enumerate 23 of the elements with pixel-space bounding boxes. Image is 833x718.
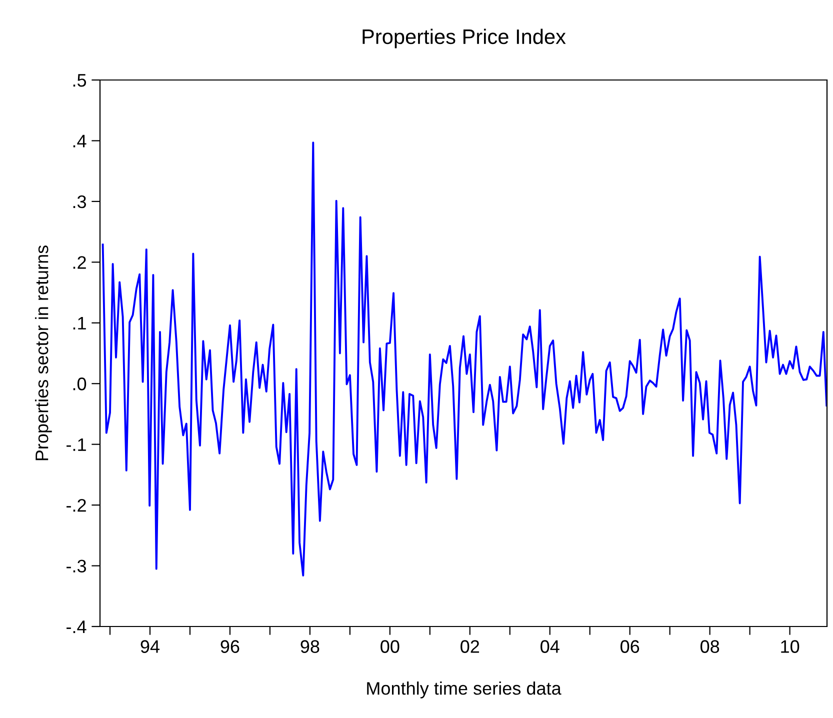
y-axis-title: Properties sector in returns — [35, 246, 52, 460]
y-tick-label: -.1 — [66, 438, 86, 451]
line-series — [102, 142, 827, 576]
y-tick-label: -.3 — [66, 560, 86, 572]
y-tick-label: -.4 — [66, 620, 86, 634]
y-tick-label: .3 — [73, 195, 86, 208]
x-tick-label: 06 — [620, 640, 640, 653]
y-tick-label: .2 — [73, 256, 86, 269]
y-tick-label: .5 — [73, 74, 86, 87]
x-tick-label: 00 — [380, 640, 400, 653]
x-tick-label: 04 — [540, 640, 560, 653]
x-tick-label: 94 — [140, 640, 160, 653]
x-tick-label: 98 — [300, 640, 320, 653]
x-axis-title: Monthly time series data — [367, 682, 562, 698]
x-tick-label: 10 — [781, 640, 800, 653]
y-tick-label: .0 — [73, 378, 86, 390]
y-tick-label: .1 — [73, 317, 86, 330]
x-tick-label: 08 — [700, 640, 720, 653]
x-tick-label: 02 — [460, 640, 480, 653]
x-tick-label: 96 — [220, 640, 240, 653]
y-tick-label: .4 — [73, 134, 86, 148]
chart-title: Properties Price Index — [362, 28, 566, 48]
y-tick-label: -.2 — [66, 498, 86, 512]
